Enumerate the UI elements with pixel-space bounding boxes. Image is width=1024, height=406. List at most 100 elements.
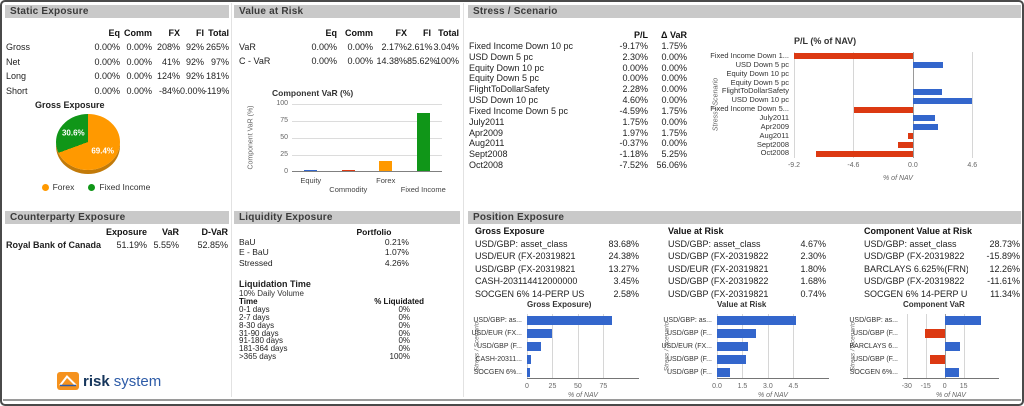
row-label: Fixed Income Down 10 pc — [469, 40, 574, 51]
position-label: BARCLAYS 6.625%(FRN) — [864, 263, 968, 274]
chart-title: Component VaR — [903, 300, 965, 309]
position-value: 2.58% — [613, 288, 639, 299]
position-value: 4.67% — [800, 239, 826, 249]
x-tick-label: 75 — [599, 383, 608, 390]
column-header: Total — [438, 28, 459, 38]
category-label: FlightToDollarSafety — [721, 87, 789, 96]
x-tick-label: 0.0 — [907, 162, 918, 169]
row-label: C - VaR — [239, 56, 271, 66]
slice-label: 69.4% — [91, 146, 115, 156]
position-label: USD/GBP (FX-20319822 — [668, 276, 769, 287]
stress-pl-chart: P/L (% of NAV) Stress / Scenario -9.2 -4.6 0… — [700, 34, 1022, 196]
row-label: >365 days — [239, 352, 277, 362]
cell-value: 1.97% — [622, 127, 648, 138]
column-header: Portfolio — [356, 227, 392, 237]
cell-value: 85.62% — [407, 56, 438, 66]
row-label: Stressed — [239, 257, 273, 268]
table-corner — [239, 26, 295, 40]
category-label: USD/GBP (F... — [853, 356, 898, 363]
y-tick-label: 25 — [280, 151, 288, 158]
cell-value: 5.25% — [661, 149, 687, 160]
cell-value: 2.28% — [622, 84, 648, 95]
position-value-at-risk-chart: Value at Risk Stress / Scenario 0.0 1.5 3.0 4… — [659, 298, 849, 404]
cell-value: 92% — [185, 42, 204, 53]
category-label: Apr2009 — [760, 122, 789, 131]
cell-value: 0.00% — [94, 56, 120, 67]
row-label: Sept2008 — [469, 149, 508, 160]
cell-value: 0% — [398, 328, 410, 338]
bar — [717, 342, 748, 351]
table-corner — [239, 227, 339, 237]
gridline — [767, 314, 769, 378]
position-label: USD/EUR (FX-20319821 — [668, 263, 769, 274]
static-exposure-table: Eq Comm FX FI Total Gross 0.00% 0.00% 208% 92% 265… — [6, 26, 229, 98]
category-label: SOCGEN 6%... — [849, 369, 898, 376]
position-value: 13.27% — [608, 263, 639, 274]
position-value: 0.74% — [800, 288, 826, 299]
category-label: Oct2008 — [760, 149, 789, 158]
gridline — [963, 314, 965, 378]
position-value: -11.61% — [987, 276, 1020, 287]
cell-value: 265% — [205, 42, 229, 53]
cell-value: 0.00% — [94, 85, 120, 96]
position-value: -15.89% — [986, 251, 1020, 262]
cell-value: 1.07% — [384, 247, 409, 258]
row-label: 0-1 days — [239, 304, 270, 314]
group-heading-value-at-risk: Value at Risk — [668, 226, 724, 236]
chart-title: Gross Exposure) — [527, 300, 592, 309]
position-value-at-risk-group: Value at Risk USD/GBP: asset_class 4.67% U… — [668, 226, 826, 300]
row-label: Apr2009 — [469, 127, 504, 138]
position-value: 24.38% — [608, 251, 639, 262]
bar — [379, 161, 393, 171]
row-label: Short — [6, 85, 28, 96]
chart-title: Value at Risk — [717, 300, 767, 309]
cell-value: 0.00% — [661, 95, 687, 106]
bar — [897, 141, 913, 148]
bottom-divider — [3, 399, 1021, 401]
gridline — [912, 52, 914, 159]
gridline — [292, 121, 442, 122]
bar — [416, 112, 430, 171]
cell-value: 0.00% — [347, 56, 373, 66]
x-tick-label: 1.5 — [737, 383, 748, 390]
category-label: USD/GBP (F... — [667, 356, 712, 363]
fixed-income-legend-swatch — [88, 183, 96, 191]
position-gross-exposure-group: Gross Exposure USD/GBP: asset_class 83.68… — [475, 226, 639, 300]
x-tick-label: 4.5 — [788, 383, 799, 390]
row-label: 31-90 days — [239, 328, 279, 338]
cell-value: 0.00% — [126, 42, 152, 53]
category-label: USD/GBP: as... — [663, 317, 712, 324]
component-var-chart: Component VaR (%) Component VaR (%) 0 25 50 7… — [235, 86, 462, 200]
position-label: USD/GBP (FX-20319822 — [864, 276, 965, 287]
bar — [912, 62, 943, 69]
row-label: VaR — [239, 42, 256, 52]
position-value: 3.45% — [613, 276, 639, 287]
column-header: FI — [423, 28, 431, 38]
column-header: Δ VaR — [661, 30, 687, 40]
table-corner — [6, 26, 64, 40]
category-label: Aug2011 — [759, 131, 789, 140]
row-label: Gross — [6, 42, 31, 53]
panel-header-stress-scenario: Stress / Scenario — [468, 5, 1021, 18]
cell-value: 5.55% — [153, 239, 179, 250]
bar — [944, 368, 959, 377]
cell-value: 181% — [205, 71, 229, 82]
cell-value: 100% — [435, 56, 459, 66]
plot-area — [292, 104, 442, 172]
position-value: 11.34% — [990, 288, 1020, 299]
cell-value: 4.60% — [622, 95, 648, 106]
position-value: 28.73% — [989, 239, 1020, 249]
category-label: USD/GBP: as... — [473, 317, 522, 324]
row-label: BaU — [239, 237, 256, 248]
cell-value: 0.00% — [126, 85, 152, 96]
category-label: USD/EUR (FX... — [471, 330, 522, 337]
category-label: BARCLAYS 6... — [849, 343, 898, 350]
cell-value: 0% — [398, 336, 410, 346]
position-label: USD/GBP: asset_class — [475, 239, 568, 249]
bar — [527, 316, 613, 325]
cell-value: 0.00% — [661, 51, 687, 62]
bar — [930, 355, 945, 364]
row-label: Fixed Income Down 5 pc — [469, 105, 569, 116]
row-label: Oct2008 — [469, 160, 504, 171]
category-label: July2011 — [759, 113, 789, 122]
